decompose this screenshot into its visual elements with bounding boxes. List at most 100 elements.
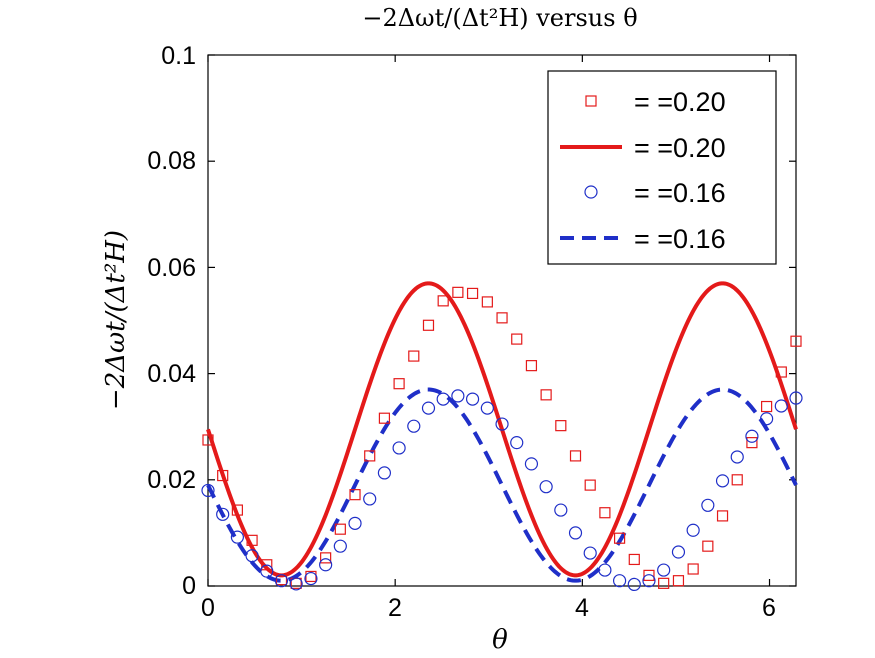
data-point-square	[525, 360, 538, 372]
data-point-square	[246, 534, 258, 546]
data-point-square	[408, 350, 420, 362]
data-point-circle	[745, 429, 759, 443]
data-point-square	[452, 286, 464, 298]
data-point-circle	[201, 483, 215, 498]
data-point-square	[202, 434, 214, 446]
data-point-circle	[671, 545, 686, 559]
data-point-circle	[657, 563, 671, 577]
data-point-circle	[289, 577, 303, 591]
data-point-square	[584, 479, 596, 491]
data-point-circle	[539, 480, 553, 494]
data-point-circle	[760, 412, 774, 426]
data-point-circle	[554, 503, 568, 517]
y-tick-label: 0.04	[147, 360, 196, 388]
data-point-square	[349, 489, 361, 501]
data-point-square	[466, 287, 479, 300]
legend-marker-circle	[584, 185, 598, 199]
x-axis-label: θ	[492, 625, 508, 655]
data-point-circle	[627, 577, 641, 592]
data-point-square	[437, 295, 449, 307]
data-point-circle	[730, 450, 744, 464]
data-point-circle	[510, 436, 524, 450]
legend-marker-square	[585, 95, 597, 107]
y-axis-label: −2Δωt/(Δt²H)	[101, 230, 131, 410]
legend-label: = =0.16	[634, 224, 726, 254]
data-point-square	[511, 333, 523, 345]
data-point-square	[393, 378, 405, 390]
data-point-square	[496, 312, 508, 324]
data-point-square	[378, 412, 391, 424]
data-point-circle	[598, 563, 612, 577]
data-point-circle	[230, 530, 244, 544]
data-point-square	[540, 389, 552, 401]
data-point-square	[261, 559, 273, 571]
data-point-circle	[407, 419, 421, 433]
data-point-square	[731, 474, 743, 486]
data-point-square	[364, 450, 376, 462]
series-markers	[201, 286, 803, 592]
data-point-square	[334, 523, 346, 535]
data-point-circle	[568, 526, 583, 540]
data-point-circle	[715, 474, 730, 488]
chart-title: −2Δωt/(Δt²H) versus θ	[362, 4, 637, 32]
data-point-circle	[465, 392, 480, 406]
x-tick-label: 6	[762, 594, 776, 622]
series-line-016	[206, 387, 798, 583]
x-tick-label: 0	[201, 594, 215, 622]
data-point-square	[555, 420, 567, 432]
data-point-square	[746, 437, 758, 449]
data-point-square	[628, 553, 640, 566]
x-tick-label: 4	[575, 594, 589, 622]
data-point-circle	[319, 558, 333, 572]
data-point-circle	[480, 401, 494, 415]
data-point-circle	[524, 457, 539, 471]
data-point-circle	[642, 574, 656, 588]
data-point-circle	[451, 389, 465, 403]
y-tick-label: 0.06	[147, 254, 196, 282]
x-tick-label: 2	[388, 594, 402, 622]
data-point-circle	[274, 574, 289, 588]
legend-label: = =0.20	[634, 87, 726, 117]
data-point-circle	[377, 466, 392, 480]
y-tick-label: 0.1	[161, 42, 196, 70]
data-point-circle	[774, 399, 788, 413]
series-lines	[206, 281, 798, 583]
data-point-square	[672, 575, 685, 587]
legend-label: = =0.16	[634, 178, 726, 208]
data-point-circle	[495, 417, 509, 431]
data-point-square	[217, 469, 229, 482]
data-point-square	[422, 319, 435, 331]
data-point-square	[775, 366, 787, 378]
data-point-circle	[612, 574, 627, 588]
data-point-square	[761, 400, 773, 413]
data-point-circle	[260, 564, 274, 578]
data-point-circle	[304, 571, 318, 586]
data-point-square	[569, 450, 582, 462]
series-line-020	[206, 281, 798, 578]
data-point-circle	[421, 401, 436, 415]
data-point-circle	[216, 507, 230, 521]
data-point-circle	[789, 391, 803, 405]
data-point-circle	[392, 441, 406, 455]
data-point-square	[481, 296, 493, 308]
data-point-square	[790, 335, 802, 347]
data-point-square	[599, 507, 611, 519]
legend-keys	[560, 95, 622, 240]
y-tick-label: 0.02	[147, 466, 196, 494]
y-tick-label: 0.08	[147, 147, 196, 175]
data-point-circle	[436, 392, 450, 406]
legend-label: = =0.20	[634, 133, 726, 163]
data-point-circle	[701, 498, 715, 512]
data-point-circle	[245, 549, 259, 563]
data-point-circle	[686, 523, 700, 537]
data-point-square	[320, 552, 332, 564]
data-point-square	[716, 510, 729, 522]
data-point-circle	[333, 539, 347, 553]
data-point-square	[658, 577, 670, 589]
data-point-circle	[583, 546, 597, 560]
data-point-square	[231, 504, 243, 516]
data-point-square	[643, 569, 655, 581]
plot-frame	[207, 54, 797, 587]
y-tick-label: 0	[182, 572, 196, 600]
